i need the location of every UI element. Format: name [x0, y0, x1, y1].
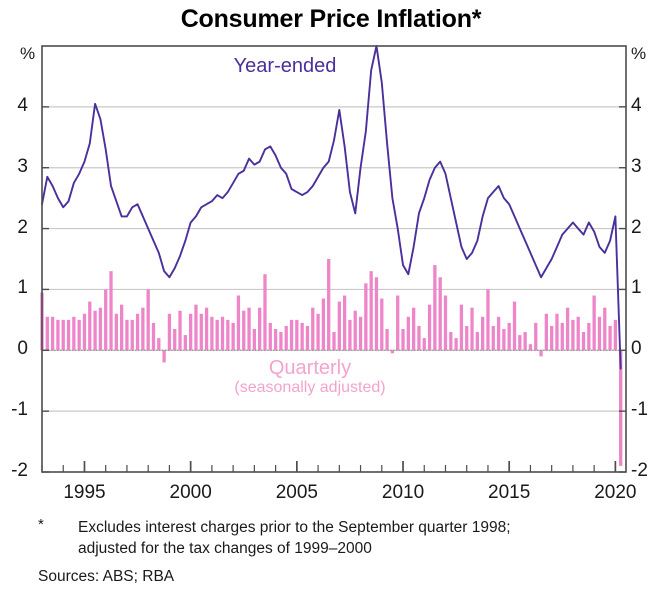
y-tick-label-left: 2: [17, 216, 28, 238]
y-tick-label-right: 4: [631, 94, 642, 116]
x-tick-label: 2005: [275, 482, 318, 503]
y-tick-label-right: 1: [631, 277, 642, 299]
y-tick-label-left: 4: [17, 94, 28, 116]
y-tick-label-left: -2: [11, 460, 28, 481]
y-tick-label-right: -2: [631, 460, 648, 481]
footnote-line-2: adjusted for the tax changes of 1999–200…: [78, 539, 372, 557]
y-tick-label-left: 1: [17, 277, 28, 299]
y-tick-label-right: 2: [631, 216, 642, 238]
legend-quarterly-main: Quarterly: [268, 357, 352, 379]
x-tick-label: 1995: [63, 482, 106, 503]
y-tick-label-right: 0: [631, 338, 642, 360]
legend-quarterly-sub: (seasonally adjusted): [234, 379, 386, 396]
legend-year-ended: Year-ended: [233, 55, 337, 77]
legend-quarterly: Quarterly (seasonally adjusted): [234, 358, 385, 397]
x-tick-label: 2010: [381, 482, 425, 503]
y-axis-unit-left: %: [20, 44, 36, 63]
y-tick-label-right: -1: [631, 399, 648, 421]
y-tick-label-left: -1: [11, 399, 28, 421]
y-axis-unit-right: %: [631, 44, 647, 63]
footnote-marker: *: [38, 516, 44, 533]
y-tick-label-right: 3: [631, 155, 642, 177]
x-tick-label: 2015: [488, 482, 531, 503]
footnote-sources: Sources: ABS; RBA: [38, 568, 175, 585]
chart-title: Consumer Price Inflation*: [180, 5, 482, 33]
y-tick-label-left: 0: [17, 338, 28, 360]
y-tick-label-left: 3: [17, 155, 28, 177]
footnote-line-1: Excludes interest charges prior to the S…: [78, 519, 511, 536]
x-tick-label: 2000: [169, 482, 212, 503]
footnote-text: Excludes interest charges prior to the S…: [78, 518, 638, 560]
x-tick-label: 2020: [594, 482, 637, 503]
